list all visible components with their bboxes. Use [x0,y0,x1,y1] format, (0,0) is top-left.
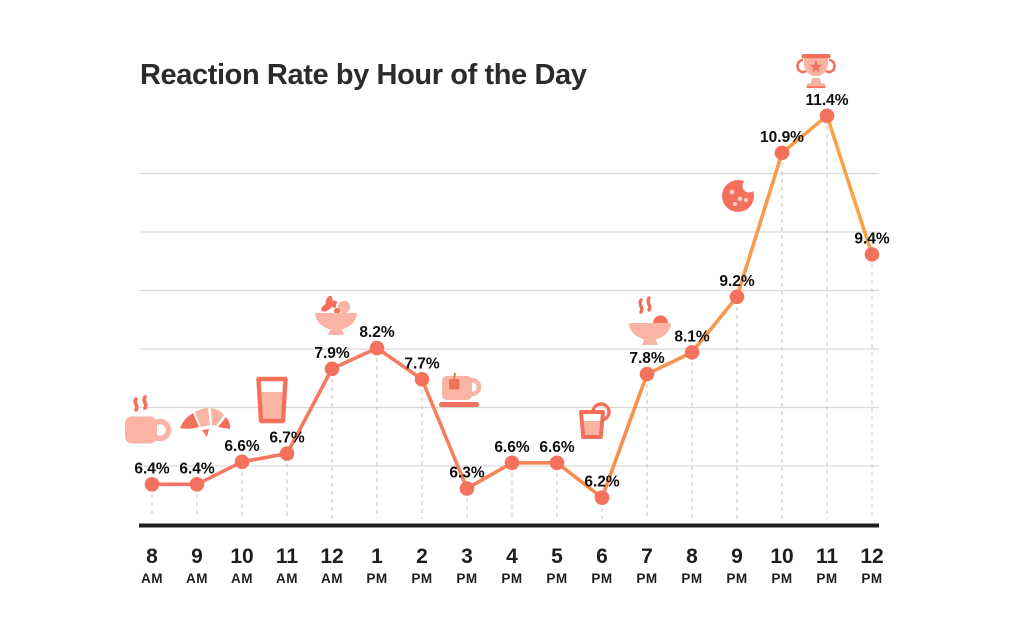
value-label: 6.6% [494,439,530,456]
x-tick-period: PM [546,571,567,586]
x-tick-period: AM [231,571,253,586]
x-tick-period: AM [186,571,208,586]
value-label: 9.4% [854,230,890,247]
value-label: 9.2% [719,273,755,290]
data-point [279,446,295,461]
fruit-bowl-icon [315,295,357,335]
data-point [504,455,520,471]
data-point [549,455,565,471]
coffee-mug-icon [125,395,172,444]
x-tick-hour: 5 [551,545,563,568]
x-tick-period: AM [321,571,343,586]
value-label: 6.4% [134,460,170,477]
value-label: 6.7% [269,430,305,447]
croissant-icon [180,408,231,437]
x-tick-period: PM [816,571,837,586]
cookie-icon [722,179,756,212]
value-label: 6.3% [449,465,485,482]
data-point [774,145,790,161]
value-label: 6.6% [539,439,575,456]
x-tick-period: AM [276,571,298,586]
drop-lines [151,125,873,519]
x-tick-period: AM [141,571,163,586]
x-tick-hour: 12 [320,545,343,568]
value-label: 6.2% [584,474,620,491]
gridlines [139,172,879,467]
x-tick-period: PM [636,571,657,586]
x-tick-period: PM [681,571,702,586]
value-label: 11.4% [805,92,848,109]
ramen-bowl-icon [629,296,671,345]
data-points: 6.4% 6.4% 6.6% 6.7% 7.9% 8.2% 7.7% 6.3% 6.6% 6.6%… [134,92,890,506]
data-point [324,361,340,377]
x-tick-hour: 11 [816,545,839,568]
x-tick-hour: 10 [230,545,253,568]
data-point [594,490,610,506]
value-label: 7.9% [314,345,350,362]
x-tick-period: PM [366,571,387,586]
juice-glass-icon [256,376,288,424]
value-label: 8.2% [359,324,395,341]
x-tick-hour: 10 [770,545,793,568]
data-point [144,477,160,492]
data-point [864,247,880,262]
data-point [684,345,700,360]
x-tick-period: PM [411,571,432,586]
data-point [459,481,475,496]
chart-title: Reaction Rate by Hour of the Day [140,59,587,91]
x-tick-period: PM [726,571,747,586]
x-tick-hour: 8 [686,545,698,568]
x-tick-hour: 3 [461,545,473,568]
x-tick-hour: 8 [146,545,158,568]
data-point [189,477,205,492]
x-tick-hour: 2 [416,545,428,568]
value-label: 6.4% [179,460,215,477]
x-tick-period: PM [501,571,522,586]
x-tick-hour: 4 [506,545,518,568]
data-point [234,454,250,470]
citrus-drink-icon [579,402,611,439]
x-tick-hour: 11 [276,545,299,568]
x-tick-hour: 9 [731,545,743,568]
x-tick-hour: 9 [191,545,203,568]
x-axis-labels: 8 AM 9 AM 10 AM 11 AM 12 AM 1 PM 2 PM 3 PM 4 PM 5 PM 6 PM 7 PM 8… [141,545,884,586]
data-point [729,289,745,305]
icons [125,54,836,444]
value-label: 7.7% [404,355,440,372]
data-point [369,340,385,356]
x-tick-hour: 6 [596,545,608,568]
x-tick-period: PM [456,571,477,586]
x-tick-hour: 12 [860,545,883,568]
x-tick-period: PM [861,571,882,586]
x-tick-hour: 7 [641,545,653,568]
trophy-icon [796,54,836,88]
tea-cup-icon [439,372,482,407]
x-tick-period: PM [591,571,612,586]
value-label: 10.9% [760,129,804,146]
value-label: 7.8% [629,350,665,367]
value-label: 8.1% [674,328,710,345]
data-point [639,366,655,382]
x-tick-period: PM [771,571,792,586]
value-label: 6.6% [224,438,260,455]
data-point [819,108,835,124]
x-tick-hour: 1 [371,545,383,568]
data-point [414,372,430,387]
